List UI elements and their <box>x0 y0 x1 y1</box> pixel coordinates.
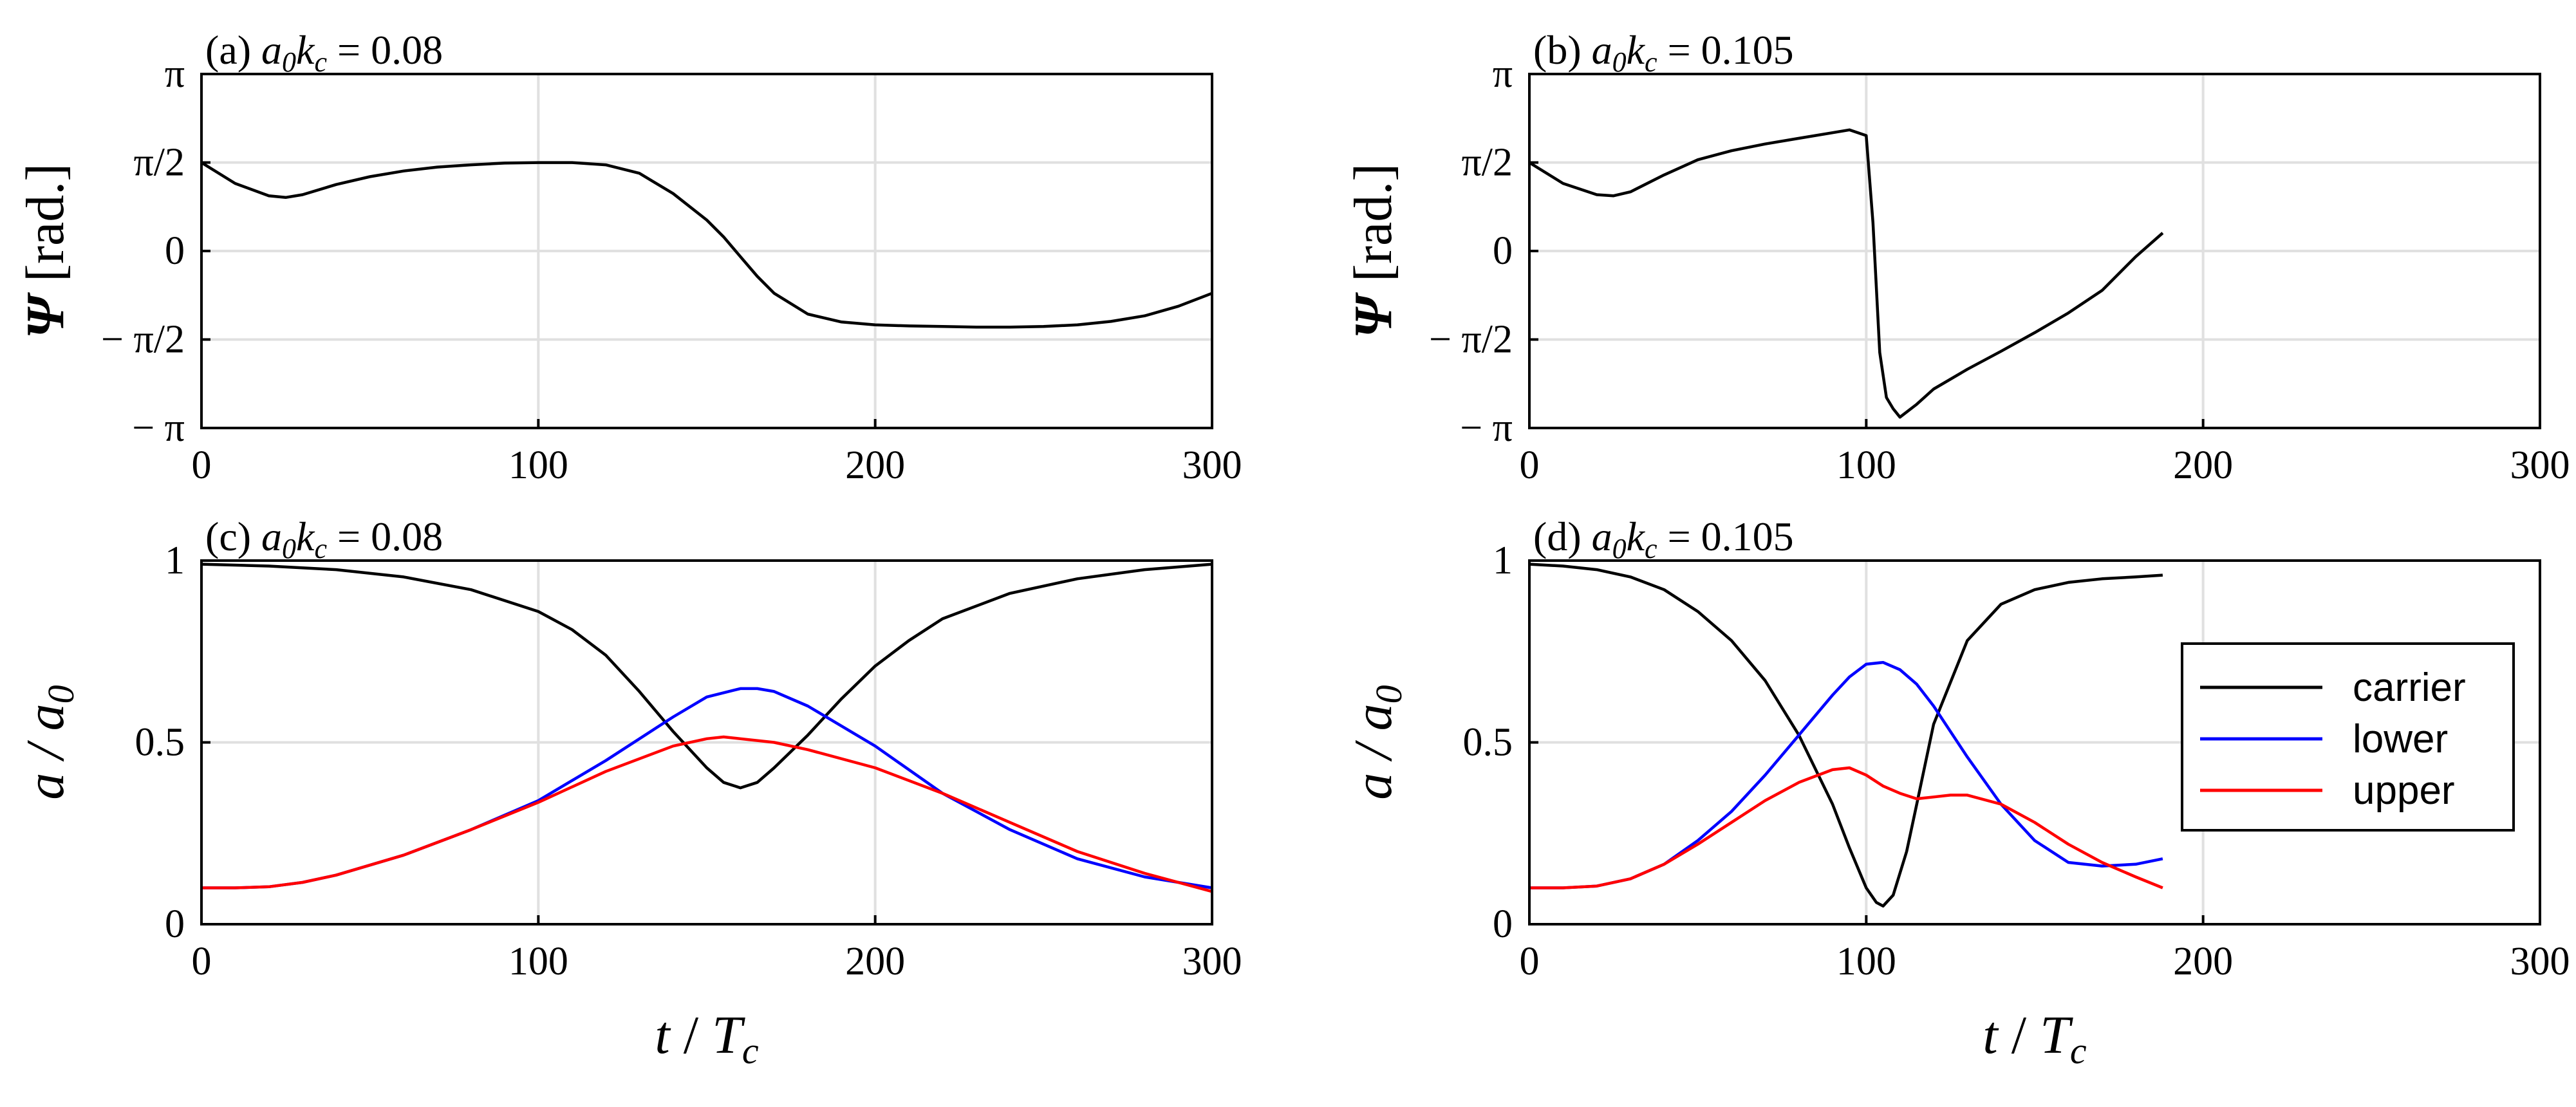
y-tick-label: π <box>165 52 185 96</box>
x-tick-label: 300 <box>2510 443 2570 487</box>
series-line--a <box>200 161 1213 329</box>
series-line-carrier-c <box>201 563 1213 790</box>
y-axis-label: Ψ [rad.] <box>1343 163 1403 339</box>
y-tick-label: − π <box>1460 406 1513 450</box>
x-tick-label: 200 <box>845 443 905 487</box>
panel-d: 0 100 200 300 0 0.5 1 (d) a0kc = 0.105 a / a0 t /… <box>1343 514 2570 1072</box>
panel-title: (a) a0kc = 0.08 <box>205 27 443 78</box>
legend-label-carrier: carrier <box>2353 665 2466 710</box>
y-axis-label: a / a0 <box>1343 685 1410 799</box>
y-tick-label: 0 <box>1493 902 1513 946</box>
series-line-upper-d <box>1529 766 2163 889</box>
y-tick-label: 0 <box>165 229 185 273</box>
x-tick-label: 100 <box>1836 443 1896 487</box>
y-tick-label: − π <box>132 406 185 450</box>
x-axis-label: t / Tc <box>1983 1005 2086 1072</box>
x-tick-label: 200 <box>2173 940 2233 983</box>
legend-label-lower: lower <box>2353 717 2448 761</box>
y-tick-label: − π/2 <box>1429 318 1513 362</box>
x-axis-label: t / Tc <box>655 1005 758 1072</box>
x-tick-label: 0 <box>1520 940 1540 983</box>
x-tick-label: 200 <box>845 940 905 983</box>
y-axis-label: a / a0 <box>15 685 82 799</box>
panel-title: (c) a0kc = 0.08 <box>205 514 443 564</box>
panel-a: 0 100 200 300 − π − π/2 0 π/2 π (a) a0kc = 0.08 Ψ … <box>15 27 1242 487</box>
x-tick-label: 300 <box>1182 940 1242 983</box>
x-tick-label: 100 <box>1836 940 1896 983</box>
y-tick-label: π <box>1493 52 1513 96</box>
y-tick-label: π/2 <box>1461 140 1513 184</box>
legend-box <box>2181 642 2515 832</box>
y-tick-label: 0.5 <box>1463 721 1513 765</box>
x-tick-label: 0 <box>192 940 212 983</box>
panel-c: 0 100 200 300 0 0.5 1 (c) a0kc = 0.08 a / a0 t / … <box>15 514 1242 1072</box>
y-tick-label: 0.5 <box>135 721 185 765</box>
series-line-lower-c <box>201 687 1213 889</box>
y-tick-label: 1 <box>1493 539 1513 582</box>
y-tick-label: 0 <box>165 902 185 946</box>
x-tick-label: 300 <box>1182 443 1242 487</box>
y-tick-label: π/2 <box>133 140 185 184</box>
series-line--b <box>1528 128 2164 419</box>
series-line-lower-d <box>1529 660 2163 889</box>
panel-title: (d) a0kc = 0.105 <box>1533 514 1794 564</box>
x-tick-label: 100 <box>509 940 568 983</box>
y-axis-label: Ψ [rad.] <box>15 163 75 339</box>
y-tick-label: 1 <box>165 539 185 582</box>
legend: carrier lower upper <box>2181 642 2515 832</box>
x-tick-label: 0 <box>1520 443 1540 487</box>
panel-b: 0 100 200 300 − π − π/2 0 π/2 π (b) a0kc = 0.105 Ψ… <box>1343 27 2570 487</box>
legend-label-upper: upper <box>2353 768 2455 813</box>
x-tick-label: 0 <box>192 443 212 487</box>
y-tick-label: − π/2 <box>101 318 185 362</box>
x-tick-label: 200 <box>2173 443 2233 487</box>
series-line-upper-c <box>201 735 1213 893</box>
panel-title: (b) a0kc = 0.105 <box>1533 27 1794 78</box>
x-tick-label: 100 <box>509 443 568 487</box>
x-tick-label: 300 <box>2510 940 2570 983</box>
y-tick-label: 0 <box>1493 229 1513 273</box>
series-line-carrier-d <box>1529 563 2163 908</box>
